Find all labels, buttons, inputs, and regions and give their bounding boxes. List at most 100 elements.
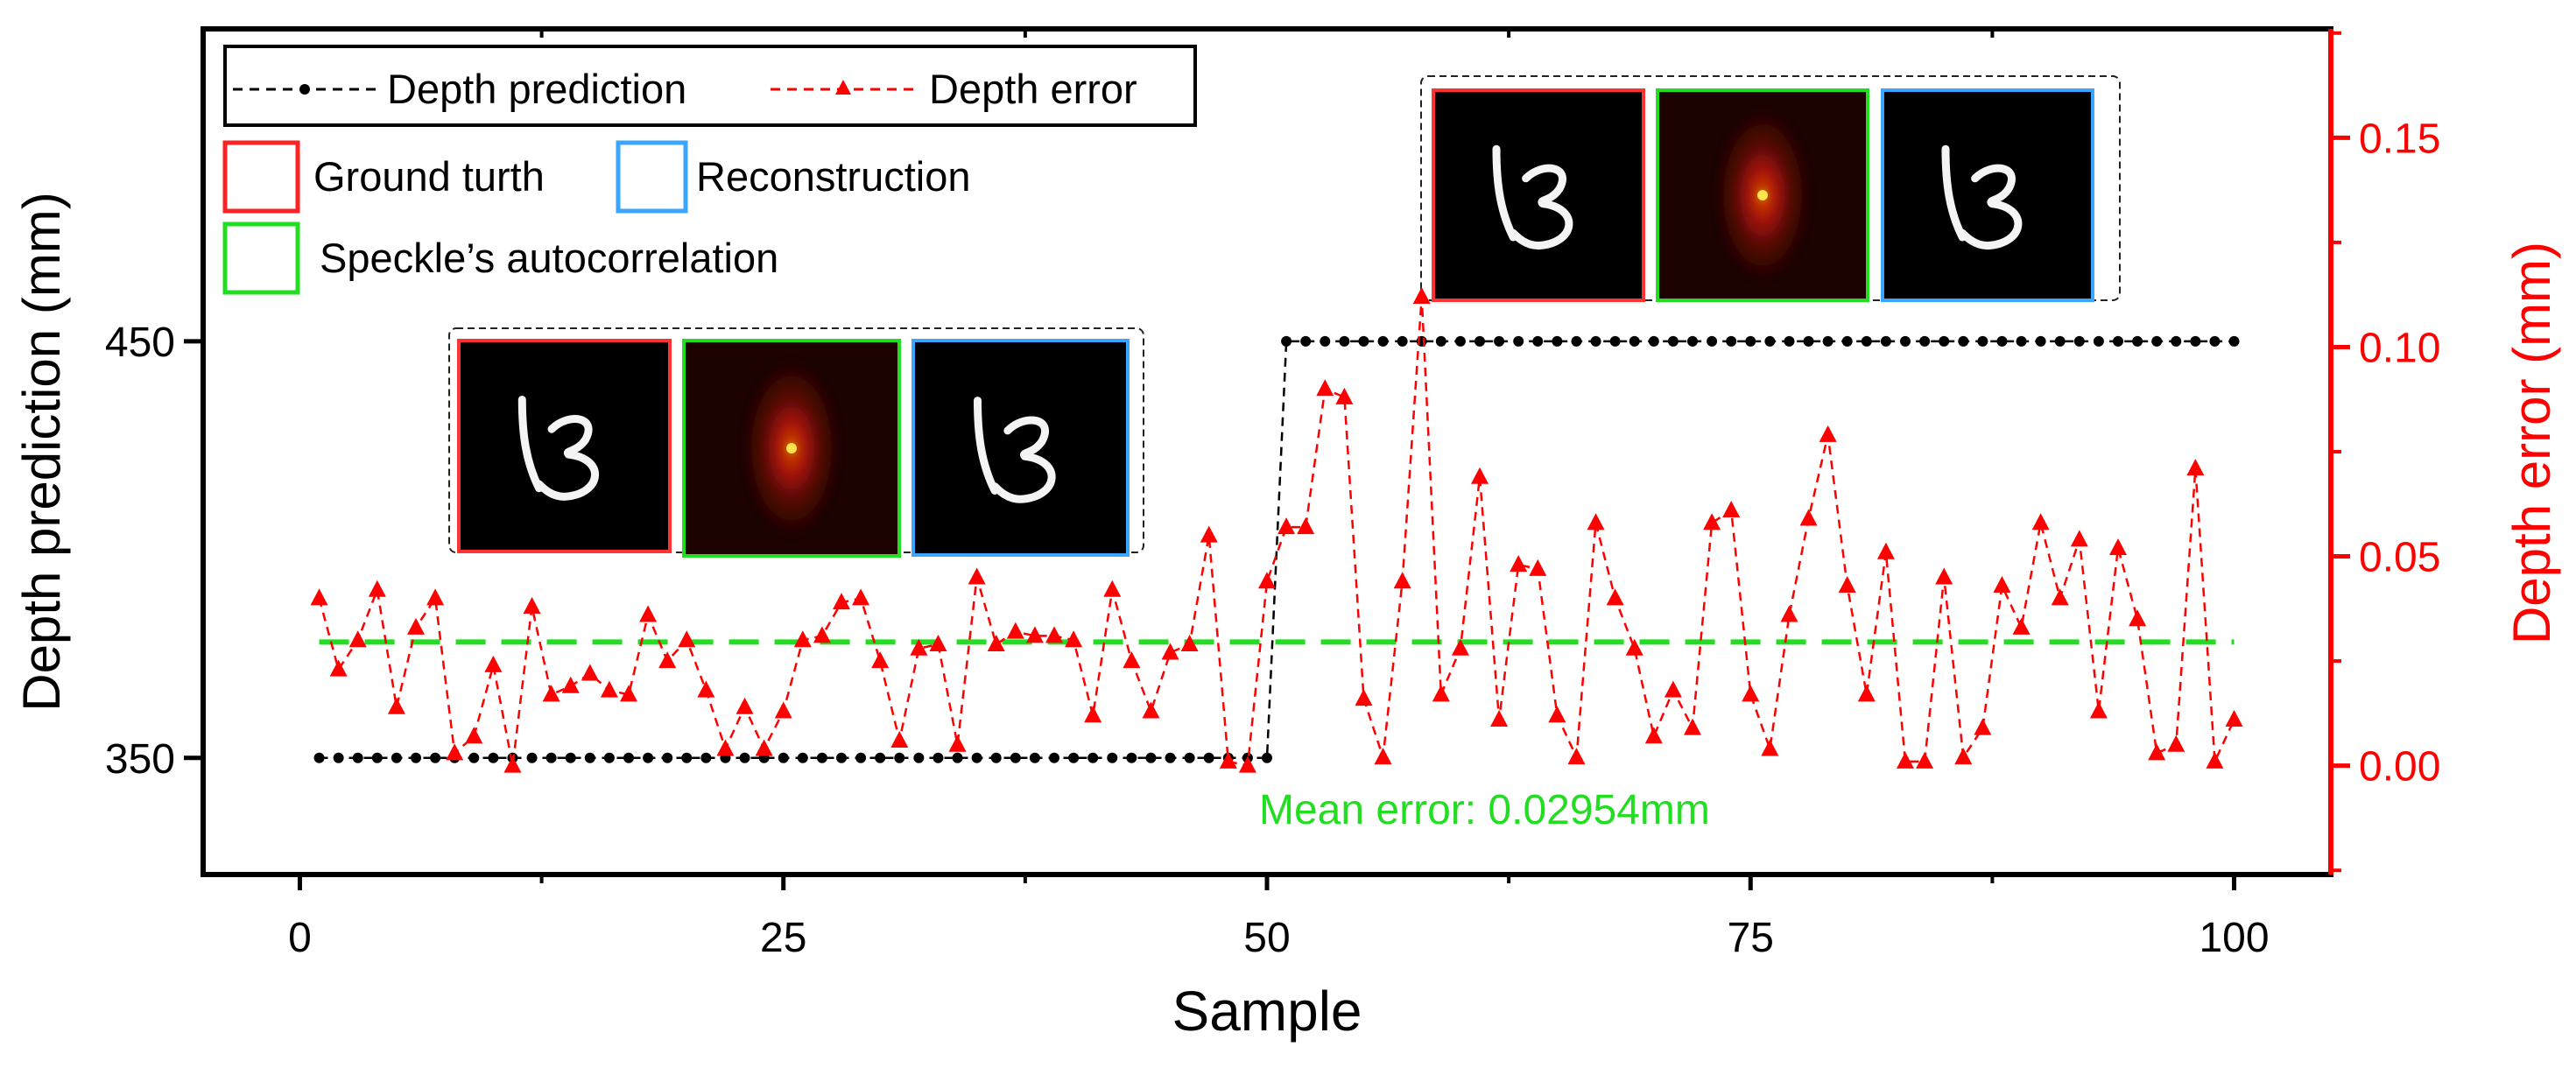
depth-error-point [1200,525,1218,543]
depth-error-point [1876,542,1895,559]
x-tick-label: 75 [1728,915,1774,961]
depth-prediction-point [488,752,499,763]
depth-prediction-point [1494,335,1505,347]
depth-prediction-point [1281,335,1292,347]
depth-prediction-point [662,752,673,763]
depth-prediction-point [816,752,827,763]
depth-prediction-point [2073,335,2085,347]
depth-error-point [523,596,541,614]
y-axis-right: 0.00 0.05 0.10 0.15 [2331,31,2440,873]
x-tick-label: 50 [1243,915,1290,961]
depth-prediction-point [1784,335,1795,347]
depth-prediction-point [603,752,615,763]
depth-prediction-point [1203,752,1214,763]
digit-glyph [1492,144,1573,250]
y-right-tick-label: 0.15 [2359,116,2440,162]
depth-error-point [1510,555,1528,573]
depth-prediction-point [875,752,886,763]
depth-prediction-point [739,752,750,763]
depth-prediction-point [1822,335,1833,347]
y-left-tick-label: 350 [105,736,175,783]
depth-error-point [774,701,792,719]
depth-error-point [1180,634,1199,651]
depth-error-point [1006,622,1024,639]
depth-error-point [1277,517,1296,535]
depth-error-point [968,567,986,585]
depth-error-point [910,638,928,656]
depth-prediction-point [1435,335,1446,347]
depth-error-point [833,593,850,610]
depth-prediction-point [1010,752,1021,763]
depth-error-point [2109,538,2127,555]
depth-error-point [1123,651,1141,669]
depth-prediction-point [1145,752,1157,763]
depth-prediction-point [1513,335,1524,347]
depth-prediction-point [1861,335,1872,347]
depth-prediction-point [2171,335,2182,347]
x-tick-label: 100 [2199,915,2269,961]
speckle-peak [786,443,797,453]
depth-error-point [1722,500,1741,517]
depth-error-line [318,297,2235,768]
ground-truth-image [459,341,670,552]
depth-prediction-point [1648,335,1659,347]
depth-error-point [697,680,715,698]
depth-error-point [1316,379,1334,397]
depth-prediction-point [1532,335,1544,347]
depth-error-point [620,685,637,702]
depth-prediction-point [1958,335,1969,347]
depth-prediction-point [1707,335,1718,347]
depth-error-point [348,630,367,648]
depth-error-point [1393,572,1411,589]
depth-error-point [2186,459,2205,476]
depth-prediction-point [2228,335,2240,347]
depth-error-point [1045,626,1063,643]
depth-prediction-point [681,752,693,763]
depth-prediction-point [1687,335,1698,347]
depth-prediction-series [313,335,2240,763]
depth-error-point [1684,718,1701,735]
depth-error-point [542,685,560,702]
depth-prediction-point [333,752,344,763]
depth-prediction-point [565,752,576,763]
reconstruction-frame [1881,88,2094,302]
inset-images [448,75,2121,558]
depth-error-point [446,743,464,761]
depth-error-point [1761,739,1779,756]
depth-error-point [1644,727,1663,744]
depth-prediction-point [2132,335,2143,347]
reconstruction-image [1883,90,2093,300]
depth-error-point [2012,617,2031,635]
depth-prediction-point [623,752,634,763]
depth-prediction-point [371,752,383,763]
depth-error-point [1954,748,1973,765]
depth-error-point [1819,425,1837,442]
y-axis-right-label: Depth error (mm) [2502,242,2561,644]
depth-error-point [1084,706,1102,723]
depth-prediction-point [2190,335,2201,347]
depth-error-point [948,734,967,752]
depth-prediction-point [2209,335,2221,347]
depth-error-point [2129,609,2147,627]
depth-error-point [987,634,1005,651]
depth-prediction-point [952,752,963,763]
depth-prediction-point [1977,335,1988,347]
depth-error-point [1587,513,1605,530]
depth-prediction-point [352,752,363,763]
depth-prediction-point [643,752,654,763]
depth-prediction-point [1320,335,1331,347]
depth-prediction-point [1475,335,1485,347]
depth-error-point [1780,605,1798,622]
depth-prediction-point [1049,752,1059,763]
legend-box [223,45,1197,127]
depth-prediction-point [700,752,712,763]
depth-prediction-point [313,752,325,763]
depth-prediction-point [2016,335,2027,347]
y-right-tick-label: 0.10 [2359,325,2440,371]
depth-error-point [1703,513,1721,530]
depth-error-point [1625,638,1643,656]
depth-error-point [1451,638,1469,656]
depth-prediction-point [855,752,867,763]
digit-glyph [517,395,599,501]
